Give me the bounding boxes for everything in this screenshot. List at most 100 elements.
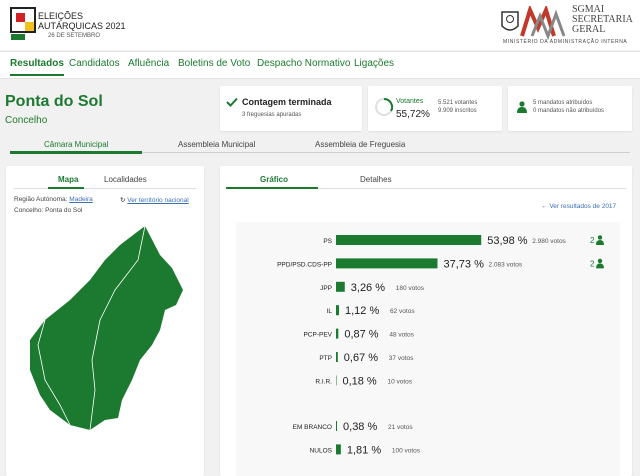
bar [336,328,339,339]
turnout-ring [375,97,394,116]
bar [336,421,338,431]
results-chart: PS 53,98 % 2.980 votos 2 PPD/PSD.CDS-PP 37,73… [277,235,604,456]
voters: 5.521 votantes [438,100,478,106]
nav-tab[interactable]: Candidatos [69,58,120,69]
map-tab[interactable]: Localidades [104,175,147,184]
nav-tab[interactable]: Ligações [354,58,395,69]
bar [336,352,338,362]
count-detail: 3 freguesias apuradas [242,112,302,118]
election-logo [10,7,36,40]
county-shape[interactable] [30,226,183,430]
person-icon [597,258,603,264]
party-label: PS [323,238,332,245]
region-line: Região Autónoma: Madeira [14,196,93,203]
person-icon [596,263,604,269]
back-link-wrap: ↻ Ver território nacional [120,197,189,204]
turnout-label: Votantes [396,98,424,105]
results-tab[interactable]: Gráfico [260,175,289,184]
org-line: GERAL [572,24,606,35]
value-label: 0,18 % [342,375,376,387]
region-label: Região Autónoma: [14,196,68,203]
title-line: ELEIÇÕES [38,11,84,21]
votes-label: 21 votos [388,424,413,431]
nav-tab[interactable]: Resultados [10,58,64,76]
value-label: 0,67 % [344,352,378,364]
votes-label: 180 votos [396,285,425,292]
county: Ponta do Sol [45,207,83,214]
count-card [220,86,362,131]
party-label: PPD/PSD.CDS-PP [277,261,332,268]
person-icon [596,240,604,245]
title-line: AUTÁRQUICAS 2021 [38,21,126,31]
bar [336,281,345,292]
results-tab-underline [226,187,318,189]
ministry: MINISTÉRIO DA ADMINISTRAÇÃO INTERNA [503,39,628,45]
county-label: Concelho: [14,207,44,214]
turnout-card [368,86,502,131]
sgmai-logo [501,6,566,40]
nav-tab[interactable]: Boletins de Voto [178,58,251,69]
map [30,225,183,431]
party-label: IL [327,308,333,315]
votes-label: 2.980 votos [532,238,566,245]
seats-card [508,86,632,131]
bar [336,305,340,316]
tab-rule [10,152,630,153]
election-title: ELEIÇÕES AUTÁRQUICAS 2021 26 DE SETEMBRO [38,11,126,41]
person-icon [517,101,527,113]
place-kind: Concelho [5,115,48,126]
map-tab[interactable]: Mapa [58,175,79,184]
previous-link[interactable]: Ver resultados de 2017 [549,203,617,210]
organ-tab[interactable]: Câmara Municipal [44,140,109,149]
county-line: Concelho: Ponta do Sol [14,207,82,214]
map-tab-rule [14,188,196,189]
organ-tab[interactable]: Assembleia Municipal [178,140,256,149]
back-link[interactable]: Ver território nacional [127,197,189,204]
votes-label: 37 votos [389,355,414,362]
election-date: 26 DE SETEMBRO [48,33,101,39]
organ-tab[interactable]: Assembleia de Freguesia [315,140,406,149]
nav-bar [0,51,640,79]
header [0,0,640,50]
nav-tab[interactable]: Afluência [128,58,170,69]
votes-label: 100 votos [392,447,421,454]
count-status: Contagem terminada [242,97,332,107]
party-label: PCP-PEV [303,332,332,339]
tab-underline [10,151,142,154]
seats-assigned: 5 mandatos atribuídos [533,100,593,106]
registered: 9.909 inscritos [438,108,477,114]
votes-label: 62 votos [390,308,415,315]
place-name: Ponta do Sol [5,93,103,110]
turnout-value: 55,72% [396,109,430,120]
seats-unassigned: 0 mandatos não atribuídos [533,108,605,114]
value-label: 3,26 % [351,282,385,294]
value-label: 0,87 % [344,329,378,341]
org-line: SECRETARIA [572,14,633,25]
value-label: 0,38 % [343,421,377,433]
results-tab[interactable]: Detalhes [360,175,392,184]
value-label: 53,98 % [487,235,528,247]
check-icon [226,97,238,107]
party-label: R.I.R. [315,378,332,385]
previous-link-wrap: ← Ver resultados de 2017 [541,203,617,210]
party-label: PTP [319,355,332,362]
votes-label: 48 votos [389,332,414,339]
bar [336,444,341,455]
party-label: EM BRANCO [293,424,332,431]
value-label: 1,12 % [345,305,379,317]
party-label: NULOS [310,447,333,454]
org-short: SGMAI [572,4,605,15]
mandates: 2 [590,236,595,245]
bar [336,235,482,245]
map-tab-underline [48,187,84,189]
value-label: 37,73 % [443,258,484,270]
mandates: 2 [590,259,595,268]
votes-label: 2.083 votos [488,261,522,268]
nav-tab[interactable]: Despacho Normativo [257,58,351,69]
results-tab-rule [226,188,626,189]
value-label: 1,81 % [347,444,381,456]
person-icon [597,235,603,240]
org-name: SGMAI SECRETARIA GERAL [572,5,633,35]
region-link[interactable]: Madeira [69,196,93,203]
